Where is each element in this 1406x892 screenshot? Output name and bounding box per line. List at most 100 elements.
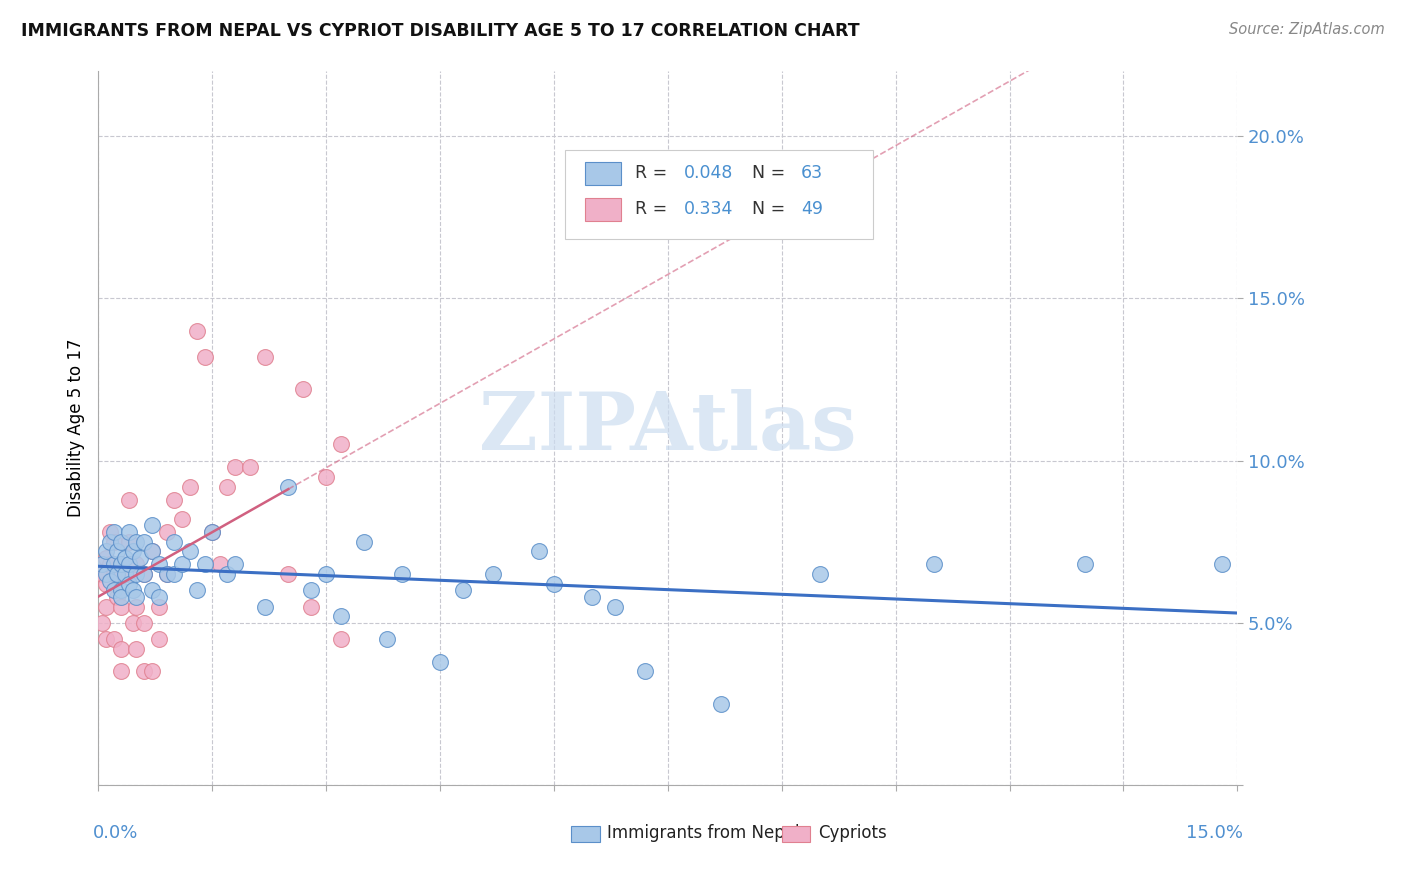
Point xyxy=(451,583,474,598)
Point xyxy=(141,518,163,533)
Point xyxy=(125,567,148,582)
Point xyxy=(125,558,148,572)
Point xyxy=(94,544,117,558)
Point xyxy=(141,665,163,679)
Text: N =: N = xyxy=(752,200,792,218)
Point xyxy=(299,583,322,598)
Point xyxy=(125,641,148,656)
Point xyxy=(330,437,353,451)
Point xyxy=(125,590,148,604)
Point xyxy=(103,534,125,549)
Point xyxy=(132,534,155,549)
Point xyxy=(201,524,224,539)
Point xyxy=(110,558,132,572)
Point xyxy=(179,479,201,493)
Point xyxy=(98,524,121,539)
Point xyxy=(163,567,186,582)
Text: ZIPAtlas: ZIPAtlas xyxy=(479,389,856,467)
Point xyxy=(132,615,155,630)
Point xyxy=(224,460,246,475)
Point xyxy=(163,492,186,507)
Point xyxy=(634,665,657,679)
Point xyxy=(170,558,193,572)
Text: Cypriots: Cypriots xyxy=(818,824,887,842)
Point xyxy=(141,583,163,598)
Point xyxy=(277,479,299,493)
Point xyxy=(110,590,132,604)
Point xyxy=(163,534,186,549)
Point xyxy=(330,609,353,624)
Point xyxy=(91,558,114,572)
Point xyxy=(118,567,141,582)
Point xyxy=(94,599,117,614)
Point xyxy=(94,632,117,646)
Point xyxy=(922,558,945,572)
Point xyxy=(391,567,413,582)
Point xyxy=(94,577,117,591)
Point xyxy=(125,534,148,549)
Point xyxy=(132,665,155,679)
Point xyxy=(254,599,277,614)
Point xyxy=(91,615,114,630)
Point xyxy=(330,632,353,646)
Point xyxy=(118,492,141,507)
Point xyxy=(186,583,208,598)
Point xyxy=(91,567,114,582)
Point xyxy=(299,599,322,614)
Point xyxy=(110,665,132,679)
Point xyxy=(429,655,451,669)
Point xyxy=(148,590,170,604)
Point xyxy=(103,524,125,539)
Point xyxy=(543,577,565,591)
Text: Immigrants from Nepal: Immigrants from Nepal xyxy=(607,824,800,842)
FancyBboxPatch shape xyxy=(571,826,599,842)
Point xyxy=(98,534,121,549)
Point xyxy=(121,544,143,558)
Point xyxy=(132,567,155,582)
Point xyxy=(375,632,398,646)
Point xyxy=(110,599,132,614)
Text: Source: ZipAtlas.com: Source: ZipAtlas.com xyxy=(1229,22,1385,37)
Point xyxy=(179,544,201,558)
Point xyxy=(107,590,129,604)
Text: N =: N = xyxy=(752,164,792,182)
Point xyxy=(808,567,831,582)
Point xyxy=(148,632,170,646)
Point xyxy=(103,632,125,646)
Point xyxy=(710,697,733,711)
FancyBboxPatch shape xyxy=(585,162,621,185)
Point xyxy=(254,350,277,364)
Text: R =: R = xyxy=(636,164,672,182)
Point xyxy=(170,512,193,526)
Point xyxy=(148,558,170,572)
Text: IMMIGRANTS FROM NEPAL VS CYPRIOT DISABILITY AGE 5 TO 17 CORRELATION CHART: IMMIGRANTS FROM NEPAL VS CYPRIOT DISABIL… xyxy=(21,22,859,40)
Point xyxy=(118,558,141,572)
Point xyxy=(239,460,262,475)
Point xyxy=(107,567,129,582)
Point xyxy=(141,544,163,558)
Point xyxy=(292,382,315,396)
Point xyxy=(114,567,136,582)
Point xyxy=(603,599,626,614)
Text: 0.334: 0.334 xyxy=(683,200,733,218)
Point xyxy=(194,350,217,364)
Point xyxy=(103,558,125,572)
Point xyxy=(107,544,129,558)
Text: 0.048: 0.048 xyxy=(683,164,733,182)
Point xyxy=(98,558,121,572)
Text: 15.0%: 15.0% xyxy=(1187,824,1243,842)
Point xyxy=(353,534,375,549)
Point xyxy=(156,567,179,582)
Point xyxy=(94,567,117,582)
Text: R =: R = xyxy=(636,200,672,218)
Point xyxy=(156,567,179,582)
Point xyxy=(94,550,117,565)
Point xyxy=(121,615,143,630)
Point xyxy=(186,324,208,338)
Point xyxy=(103,567,125,582)
Point xyxy=(581,590,603,604)
Point xyxy=(110,583,132,598)
Point xyxy=(217,479,239,493)
Point xyxy=(156,524,179,539)
Point xyxy=(148,599,170,614)
